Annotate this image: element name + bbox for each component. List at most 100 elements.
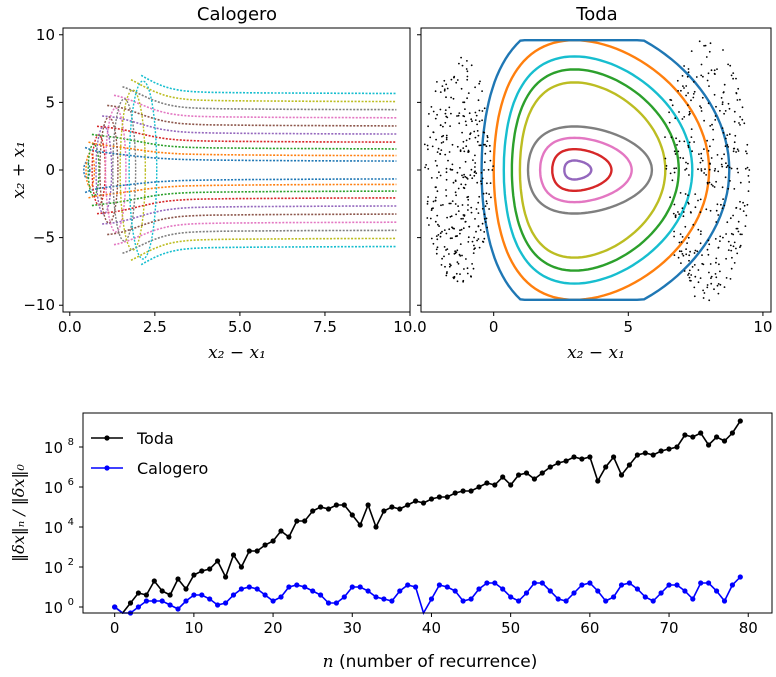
toda-chaotic-point-70	[477, 99, 480, 102]
toda-chaotic-point-369	[720, 203, 722, 206]
toda-chaotic-point-259	[679, 156, 682, 159]
series-1-point-52	[523, 590, 530, 596]
toda-chaotic-point-17	[719, 109, 721, 112]
toda-xtick-label-2: 10	[753, 318, 772, 336]
toda-chaotic-point-465	[723, 204, 726, 207]
toda-chaotic-point-434	[443, 255, 445, 258]
series-1-point-21	[278, 594, 284, 600]
toda-chaotic-point-211	[716, 68, 718, 70]
series-1-point-14	[223, 600, 229, 606]
toda-chaotic-point-446	[476, 140, 479, 143]
toda-chaotic-point-81	[701, 254, 703, 256]
divergence-xlabel-var: n	[323, 652, 334, 672]
series-0-point-53	[531, 476, 538, 482]
toda-chaotic-point-124	[441, 135, 443, 138]
calogero-orbit-0	[84, 146, 397, 162]
toda-chaotic-point-649	[700, 230, 702, 233]
toda-chaotic-point-389	[674, 215, 677, 217]
toda-chaotic-point-62	[470, 64, 473, 67]
toda-chaotic-point-171	[694, 193, 697, 196]
series-1-point-69	[658, 590, 664, 596]
toda-chaotic-point-34	[441, 230, 443, 233]
series-0-point-33	[373, 524, 379, 530]
toda-chaotic-point-419	[688, 276, 691, 279]
series-1-point-33	[373, 594, 379, 600]
toda-chaotic-point-142	[450, 264, 452, 267]
divergence-xtick-label-4: 40	[422, 619, 441, 637]
toda-chaotic-point-518	[461, 64, 464, 67]
toda-chaotic-point-614	[454, 180, 457, 183]
toda-chaotic-point-481	[683, 270, 686, 272]
series-0-point-11	[199, 568, 205, 574]
toda-chaotic-point-222	[458, 62, 460, 65]
toda-orbits	[423, 38, 751, 302]
calogero-orbit-6	[113, 221, 397, 246]
toda-chaotic-point-391	[698, 153, 700, 156]
calogero-ytick-label-0: −10	[23, 296, 55, 314]
toda-chaotic-point-514	[466, 60, 468, 62]
toda-chaotic-point-319	[709, 145, 711, 148]
calogero-xtick-label-3: 7.5	[313, 318, 337, 336]
toda-chaotic-point-442	[445, 274, 448, 277]
toda-chaotic-point-343	[687, 144, 690, 147]
series-1-point-46	[476, 586, 482, 592]
toda-chaotic-point-180	[461, 204, 464, 206]
toda-chaotic-point-336	[451, 200, 454, 203]
toda-chaotic-point-187	[735, 77, 737, 80]
toda-chaotic-point-129	[668, 121, 671, 124]
toda-chaotic-point-420	[473, 236, 475, 239]
series-0-point-57	[563, 458, 569, 464]
series-0-point-46	[476, 484, 482, 490]
toda-chaotic-point-682	[460, 228, 463, 231]
toda-chaotic-point-478	[468, 137, 471, 140]
toda-chaotic-point-665	[705, 174, 707, 176]
toda-chaotic-point-477	[719, 235, 722, 238]
toda-chaotic-point-542	[451, 163, 454, 166]
toda-chaotic-point-603	[682, 211, 685, 213]
toda-chaotic-point-58	[475, 114, 478, 117]
toda-chaotic-point-120	[462, 140, 465, 143]
toda-chaotic-point-95	[695, 76, 698, 78]
toda-chaotic-point-50	[459, 229, 461, 232]
toda-chaotic-point-503	[730, 74, 733, 77]
series-1-point-67	[642, 594, 648, 600]
series-0-point-18	[254, 548, 260, 554]
toda-chaotic-point-340	[474, 111, 477, 114]
calogero-orbit-5	[107, 213, 397, 236]
toda-chaotic-point-100	[472, 267, 475, 270]
toda-chaotic-point-190	[488, 208, 490, 210]
toda-chaotic-point-621	[680, 262, 682, 264]
toda-chaotic-point-495	[739, 233, 742, 236]
toda-chaotic-point-424	[432, 110, 435, 113]
toda-chaotic-point-502	[463, 101, 466, 104]
toda-chaotic-point-683	[717, 292, 720, 295]
toda-chaotic-point-619	[729, 217, 732, 220]
toda-chaotic-point-128	[463, 268, 465, 270]
toda-chaotic-point-135	[688, 259, 690, 262]
toda-chaotic-point-345	[691, 150, 693, 153]
divergence-ytick-exponent-1: 2	[68, 557, 74, 568]
toda-chaotic-point-385	[701, 159, 704, 162]
toda-chaotic-point-608	[473, 248, 475, 251]
series-1-point-35	[389, 598, 395, 604]
toda-chaotic-point-228	[471, 263, 473, 265]
toda-chaotic-point-491	[692, 223, 695, 226]
toda-chaotic-point-660	[484, 152, 487, 155]
series-1-point-61	[595, 588, 601, 594]
toda-chaotic-point-287	[687, 194, 689, 197]
toda-chaotic-point-422	[485, 192, 488, 195]
calogero-orbit-4	[102, 205, 397, 225]
series-0-point-39	[420, 500, 427, 506]
series-0-point-12	[207, 566, 213, 572]
series-0-point-66	[634, 452, 641, 458]
series-0-point-74	[698, 430, 704, 436]
toda-chaotic-point-9	[693, 252, 696, 254]
toda-chaotic-point-690	[474, 119, 477, 121]
toda-chaotic-point-484	[437, 147, 440, 150]
toda-chaotic-point-297	[713, 288, 715, 291]
series-0-point-28	[333, 502, 339, 508]
toda-chaotic-point-600	[470, 275, 472, 278]
series-1-point-8	[175, 606, 181, 612]
toda-chaotic-point-677	[698, 40, 701, 43]
toda-chaotic-point-146	[484, 221, 487, 223]
